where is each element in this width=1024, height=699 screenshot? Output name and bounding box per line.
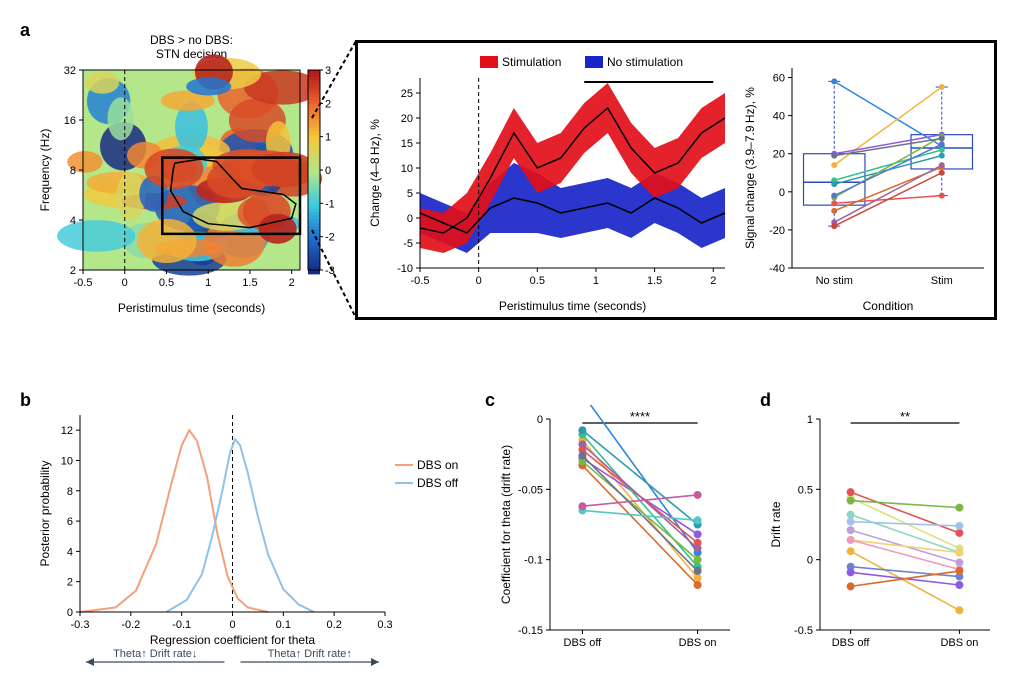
svg-text:0.5: 0.5 bbox=[159, 277, 174, 289]
svg-text:60: 60 bbox=[773, 73, 785, 85]
svg-text:DBS off: DBS off bbox=[564, 637, 603, 649]
svg-text:0.1: 0.1 bbox=[276, 619, 291, 631]
svg-text:0: 0 bbox=[407, 213, 413, 225]
svg-text:0.5: 0.5 bbox=[530, 275, 545, 287]
svg-text:-3: -3 bbox=[325, 265, 335, 277]
svg-text:Change (4–8 Hz), %: Change (4–8 Hz), % bbox=[368, 119, 382, 227]
svg-text:-0.5: -0.5 bbox=[794, 625, 813, 637]
svg-text:16: 16 bbox=[64, 115, 76, 127]
svg-text:0: 0 bbox=[537, 414, 543, 426]
svg-text:5: 5 bbox=[407, 188, 413, 200]
svg-text:25: 25 bbox=[401, 88, 413, 100]
svg-text:-5: -5 bbox=[403, 238, 413, 250]
svg-text:Theta↑ Drift rate↓: Theta↑ Drift rate↓ bbox=[113, 648, 197, 660]
svg-text:DBS off: DBS off bbox=[832, 637, 871, 649]
svg-text:-10: -10 bbox=[397, 263, 413, 275]
svg-text:1: 1 bbox=[205, 277, 211, 289]
svg-text:2: 2 bbox=[710, 275, 716, 287]
svg-text:-0.05: -0.05 bbox=[518, 484, 543, 496]
svg-text:2: 2 bbox=[70, 265, 76, 277]
svg-text:-0.1: -0.1 bbox=[524, 555, 543, 567]
svg-text:0: 0 bbox=[67, 607, 73, 619]
panel-d-drift: ** -0.5 0 0.5 1 DBS off DBS on Drift rate bbox=[765, 405, 1000, 665]
panel-a-heatmap: DBS > no DBS:STN decision-0.500.511.5224… bbox=[35, 30, 340, 320]
svg-text:0: 0 bbox=[779, 187, 785, 199]
svg-text:1: 1 bbox=[593, 275, 599, 287]
svg-text:10: 10 bbox=[61, 455, 73, 467]
svg-text:15: 15 bbox=[401, 138, 413, 150]
svg-text:0.3: 0.3 bbox=[377, 619, 392, 631]
svg-text:2: 2 bbox=[67, 577, 73, 589]
svg-text:DBS on: DBS on bbox=[940, 637, 978, 649]
svg-text:-0.5: -0.5 bbox=[411, 275, 430, 287]
svg-text:1: 1 bbox=[807, 414, 813, 426]
svg-text:Posterior probability: Posterior probability bbox=[38, 460, 52, 566]
svg-text:1.5: 1.5 bbox=[647, 275, 662, 287]
svg-text:Regression coefficient for the: Regression coefficient for theta bbox=[150, 633, 316, 647]
figure-root: a b c d DBS > no DBS:STN decision-0.500.… bbox=[20, 20, 1004, 679]
svg-text:No stim: No stim bbox=[816, 275, 853, 287]
panel-a-timeseries: Stimulation No stimulation -0.5 0 0.5 1 1.5 2 -1… bbox=[365, 48, 735, 316]
svg-text:6: 6 bbox=[67, 516, 73, 528]
svg-text:0.2: 0.2 bbox=[327, 619, 342, 631]
svg-text:Condition: Condition bbox=[863, 299, 914, 313]
svg-text:-0.15: -0.15 bbox=[518, 625, 543, 637]
svg-text:1: 1 bbox=[325, 132, 331, 144]
svg-text:40: 40 bbox=[773, 111, 785, 123]
svg-text:3: 3 bbox=[325, 65, 331, 77]
svg-text:**: ** bbox=[900, 409, 910, 424]
svg-text:0: 0 bbox=[229, 619, 235, 631]
svg-text:Frequency (Hz): Frequency (Hz) bbox=[38, 129, 52, 212]
svg-text:0: 0 bbox=[476, 275, 482, 287]
svg-text:20: 20 bbox=[773, 149, 785, 161]
svg-text:2: 2 bbox=[289, 277, 295, 289]
svg-text:-0.1: -0.1 bbox=[172, 619, 191, 631]
svg-text:1.5: 1.5 bbox=[242, 277, 257, 289]
svg-text:10: 10 bbox=[401, 163, 413, 175]
panel-c-coef: **** -0.15 -0.1 -0.05 0 DBS off DBS on Coeffici… bbox=[495, 405, 740, 665]
svg-text:12: 12 bbox=[61, 425, 73, 437]
svg-text:Stimulation: Stimulation bbox=[502, 55, 561, 69]
panel-a-paired: -40 -20 0 20 40 60 No stim Stim Condition Signal … bbox=[740, 48, 992, 316]
panel-a-label: a bbox=[20, 20, 30, 41]
svg-text:0: 0 bbox=[325, 165, 331, 177]
svg-text:Peristimulus time (seconds): Peristimulus time (seconds) bbox=[118, 301, 265, 315]
svg-text:-0.5: -0.5 bbox=[74, 277, 93, 289]
svg-text:2: 2 bbox=[325, 98, 331, 110]
svg-text:T-statistic: T-statistic bbox=[339, 145, 340, 196]
svg-text:0.5: 0.5 bbox=[798, 484, 813, 496]
svg-text:Drift rate: Drift rate bbox=[769, 501, 783, 547]
svg-text:****: **** bbox=[630, 409, 650, 424]
svg-text:Coefficient for theta (drift r: Coefficient for theta (drift rate) bbox=[499, 445, 513, 604]
svg-text:32: 32 bbox=[64, 65, 76, 77]
panel-b-posterior: DBS on DBS off -0.3 -0.2 -0.1 0 0.1 0.2 0.3 0 2 4 6 8… bbox=[35, 405, 465, 680]
svg-text:-40: -40 bbox=[769, 263, 785, 275]
svg-text:-1: -1 bbox=[325, 198, 335, 210]
svg-text:DBS > no DBS:: DBS > no DBS: bbox=[150, 33, 233, 47]
svg-text:Signal change (3.9–7.9 Hz), %: Signal change (3.9–7.9 Hz), % bbox=[743, 87, 757, 249]
svg-text:4: 4 bbox=[67, 546, 73, 558]
svg-text:8: 8 bbox=[67, 486, 73, 498]
svg-text:DBS off: DBS off bbox=[417, 476, 459, 490]
svg-text:No stimulation: No stimulation bbox=[607, 55, 683, 69]
panel-b-label: b bbox=[20, 390, 31, 411]
svg-text:-20: -20 bbox=[769, 225, 785, 237]
svg-text:0: 0 bbox=[122, 277, 128, 289]
svg-text:20: 20 bbox=[401, 113, 413, 125]
svg-text:-0.2: -0.2 bbox=[121, 619, 140, 631]
svg-text:-0.3: -0.3 bbox=[71, 619, 90, 631]
svg-text:Theta↑ Drift rate↑: Theta↑ Drift rate↑ bbox=[268, 648, 352, 660]
svg-text:-2: -2 bbox=[325, 232, 335, 244]
svg-text:Peristimulus time (seconds): Peristimulus time (seconds) bbox=[499, 299, 646, 313]
svg-text:DBS on: DBS on bbox=[417, 458, 458, 472]
panel-c-label: c bbox=[485, 390, 495, 411]
svg-text:DBS on: DBS on bbox=[679, 637, 717, 649]
svg-text:0: 0 bbox=[807, 555, 813, 567]
svg-text:8: 8 bbox=[70, 165, 76, 177]
svg-text:Stim: Stim bbox=[931, 275, 953, 287]
svg-text:4: 4 bbox=[70, 215, 76, 227]
